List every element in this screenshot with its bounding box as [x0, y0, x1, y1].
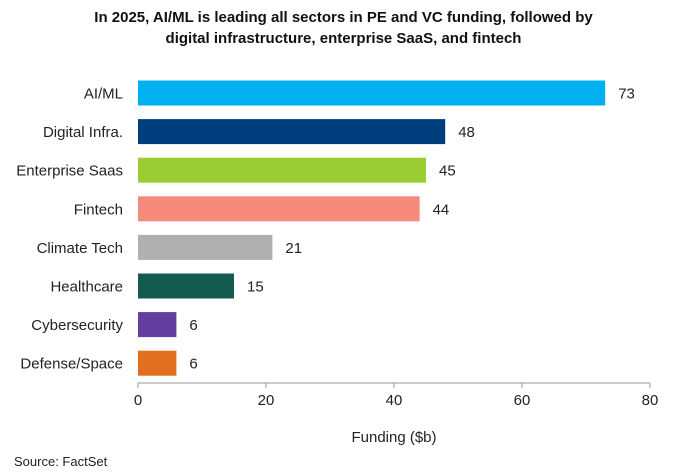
value-label-climate-tech: 21: [285, 240, 302, 257]
value-label-enterprise-saas: 45: [439, 163, 456, 180]
category-label-ai-ml: AI/ML: [84, 86, 123, 103]
category-labels: AI/ML Digital Infra. Enterprise Saas Fintec…: [16, 86, 123, 373]
bar-digital-infra: [138, 119, 446, 145]
x-axis-title: Funding ($b): [351, 429, 436, 446]
bar-healthcare: [138, 273, 234, 299]
category-label-healthcare: Healthcare: [50, 279, 123, 296]
x-tick-label-20: 20: [258, 392, 275, 409]
category-label-defense-space: Defense/Space: [20, 356, 123, 373]
x-axis-ticks: 0 20 40 60 80: [134, 383, 659, 409]
bars-group: [138, 80, 606, 376]
x-tick-label-60: 60: [514, 392, 531, 409]
value-label-defense-space: 6: [189, 356, 197, 373]
category-label-cybersecurity: Cybersecurity: [31, 317, 123, 334]
category-label-climate-tech: Climate Tech: [37, 240, 123, 257]
source-note: Source: FactSet: [14, 454, 108, 469]
value-label-cybersecurity: 6: [189, 317, 197, 334]
value-label-ai-ml: 73: [618, 86, 635, 103]
bar-defense-space: [138, 350, 177, 376]
category-label-digital-infra: Digital Infra.: [43, 124, 123, 141]
chart-title-line-2: digital infrastructure, enterprise SaaS,…: [165, 30, 522, 47]
bar-fintech: [138, 196, 420, 222]
value-label-fintech: 44: [433, 201, 450, 218]
x-tick-label-40: 40: [386, 392, 403, 409]
x-tick-label-0: 0: [134, 392, 142, 409]
chart-title-line-1: In 2025, AI/ML is leading all sectors in…: [94, 9, 593, 26]
bar-ai-ml: [138, 80, 606, 106]
category-label-fintech: Fintech: [74, 201, 123, 218]
value-label-digital-infra: 48: [458, 124, 475, 141]
bar-enterprise-saas: [138, 157, 426, 183]
bar-climate-tech: [138, 234, 273, 260]
x-tick-label-80: 80: [642, 392, 659, 409]
bar-cybersecurity: [138, 312, 177, 338]
category-label-enterprise-saas: Enterprise Saas: [16, 163, 123, 180]
value-labels: 73 48 45 44 21 15 6 6: [189, 86, 634, 373]
value-label-healthcare: 15: [247, 279, 264, 296]
